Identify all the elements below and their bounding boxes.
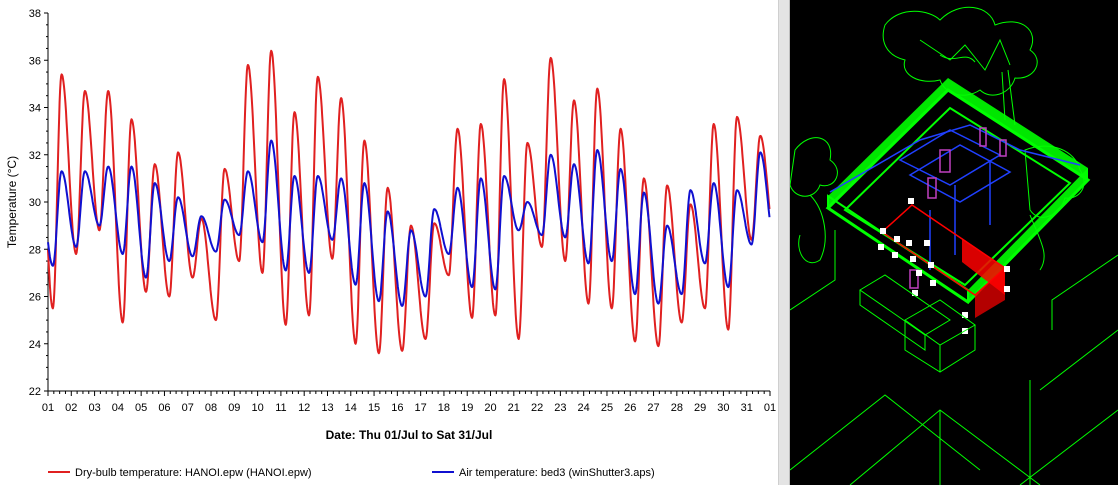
x-tick-label: 24 bbox=[578, 402, 590, 414]
x-tick-label: 13 bbox=[321, 402, 333, 414]
building-outer-walls bbox=[825, 78, 1091, 304]
x-tick-label: 07 bbox=[182, 402, 194, 414]
x-tick-label: 17 bbox=[415, 402, 427, 414]
y-ticks: 22 24 26 28 30 32 34 36 38 bbox=[29, 8, 48, 398]
x-tick-label: 12 bbox=[298, 402, 310, 414]
y-axis-title: Temperature (°C) bbox=[5, 156, 19, 248]
x-tick-label: 28 bbox=[671, 402, 683, 414]
x-axis-title: Date: Thu 01/Jul to Sat 31/Jul bbox=[326, 428, 493, 442]
temperature-chart: 22 24 26 28 30 32 34 36 38 01 02 03 04 05 06 07 08 09 10 1… bbox=[5, 8, 776, 479]
y-tick-label: 36 bbox=[29, 55, 41, 67]
x-tick-label: 22 bbox=[531, 402, 543, 414]
x-tick-label: 08 bbox=[205, 402, 217, 414]
terrace-boxes bbox=[859, 274, 976, 373]
x-tick-label: 02 bbox=[65, 402, 77, 414]
x-tick-label: 14 bbox=[345, 402, 357, 414]
series-layer bbox=[47, 49, 771, 355]
y-tick-label: 24 bbox=[29, 339, 41, 351]
x-tick-label: 23 bbox=[554, 402, 566, 414]
x-tick-label: 25 bbox=[601, 402, 613, 414]
x-tick-label: 11 bbox=[275, 402, 286, 414]
building-model-view[interactable] bbox=[790, 0, 1118, 485]
x-tick-label: 31 bbox=[741, 402, 753, 414]
x-tick-label: 26 bbox=[624, 402, 636, 414]
panel-divider[interactable] bbox=[778, 0, 790, 485]
x-tick-label: 06 bbox=[158, 402, 170, 414]
x-tick-label: 15 bbox=[368, 402, 380, 414]
x-tick-label: 04 bbox=[112, 402, 124, 414]
x-tick-label: 20 bbox=[484, 402, 496, 414]
x-tick-label: 01 bbox=[764, 402, 776, 414]
x-ticks: 01 02 03 04 05 06 07 08 09 10 11 12 13 14 15 16 17 18 19 20… bbox=[42, 391, 776, 414]
series-line-air-temp bbox=[47, 139, 771, 307]
chart-panel: 22 24 26 28 30 32 34 36 38 01 02 03 04 05 06 07 08 09 10 1… bbox=[5, 8, 777, 479]
window-openings bbox=[909, 127, 1007, 289]
x-tick-label: 18 bbox=[438, 402, 450, 414]
x-tick-label: 29 bbox=[694, 402, 706, 414]
selected-zone-bed3[interactable] bbox=[880, 204, 1007, 318]
y-tick-label: 38 bbox=[29, 8, 41, 20]
x-tick-label: 19 bbox=[461, 402, 473, 414]
legend: Dry-bulb temperature: HANOI.epw (HANOI.e… bbox=[48, 467, 655, 479]
x-tick-label: 21 bbox=[508, 402, 520, 414]
x-tick-label: 09 bbox=[228, 402, 240, 414]
x-tick-label: 10 bbox=[251, 402, 263, 414]
y-tick-label: 22 bbox=[29, 386, 41, 398]
y-tick-label: 32 bbox=[29, 150, 41, 162]
legend-label-airtemp: Air temperature: bed3 (winShutter3.aps) bbox=[459, 467, 655, 479]
x-tick-label: 27 bbox=[647, 402, 659, 414]
wireframe-model[interactable] bbox=[790, 0, 1118, 485]
ground-lines bbox=[790, 230, 1118, 485]
y-tick-label: 30 bbox=[29, 197, 41, 209]
x-tick-label: 05 bbox=[135, 402, 147, 414]
legend-label-drybulb: Dry-bulb temperature: HANOI.epw (HANOI.e… bbox=[75, 467, 312, 479]
y-tick-label: 28 bbox=[29, 244, 41, 256]
series-line-drybulb bbox=[47, 49, 771, 355]
x-tick-label: 16 bbox=[391, 402, 403, 414]
x-tick-label: 01 bbox=[42, 402, 54, 414]
y-tick-label: 34 bbox=[29, 103, 41, 115]
x-tick-label: 30 bbox=[717, 402, 729, 414]
x-tick-label: 03 bbox=[88, 402, 100, 414]
y-tick-label: 26 bbox=[29, 292, 41, 304]
